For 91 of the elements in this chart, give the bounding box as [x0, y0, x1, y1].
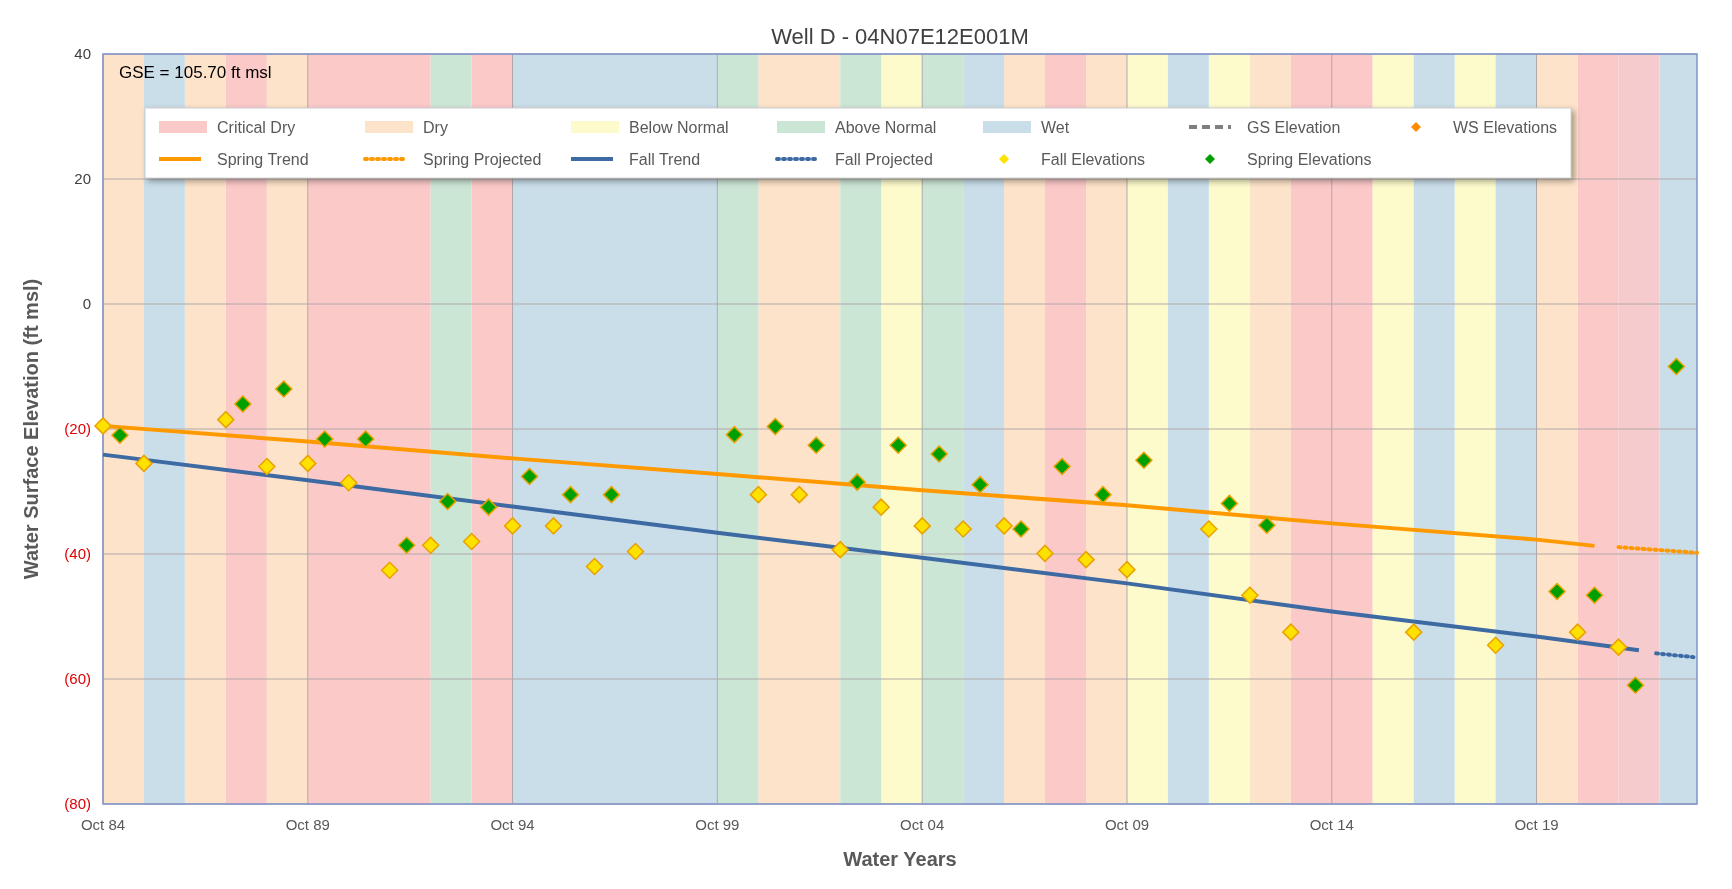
point — [1220, 494, 1239, 513]
x-tick-label: Oct 94 — [490, 816, 535, 833]
point — [1258, 516, 1276, 534]
point — [1094, 485, 1112, 504]
point — [831, 540, 849, 559]
point — [766, 417, 785, 436]
point — [462, 532, 481, 551]
point — [397, 536, 416, 554]
legend-label: Above Normal — [835, 118, 937, 136]
x-tick-label: Oct 99 — [695, 816, 740, 833]
point — [479, 498, 498, 516]
point — [626, 542, 645, 561]
point — [1077, 550, 1095, 569]
x-axis-title: Water Years — [843, 848, 957, 870]
point — [438, 492, 457, 511]
legend-label: Spring Trend — [217, 150, 309, 168]
point — [520, 467, 539, 486]
point — [790, 485, 809, 504]
point — [315, 430, 334, 448]
point — [585, 557, 604, 576]
legend-label: Fall Elevations — [1041, 150, 1146, 168]
point — [1200, 520, 1218, 538]
point — [356, 430, 375, 448]
point — [1609, 638, 1628, 656]
point — [1012, 520, 1030, 538]
point — [1585, 586, 1604, 604]
point — [1135, 451, 1153, 469]
point — [749, 485, 768, 504]
point — [1568, 623, 1587, 641]
point — [1053, 457, 1071, 476]
point — [421, 536, 440, 554]
point — [561, 485, 580, 504]
annotation: GSE = 105.70 ft msl — [119, 63, 272, 82]
point — [995, 517, 1013, 535]
point — [848, 473, 866, 491]
point — [807, 436, 825, 454]
point — [258, 457, 276, 476]
point — [1404, 623, 1423, 641]
point — [135, 454, 153, 473]
chart-title: Well D - 04N07E12E001M — [771, 24, 1029, 49]
point — [217, 410, 235, 429]
point — [544, 517, 563, 535]
point — [1241, 586, 1259, 604]
point — [725, 425, 744, 444]
point — [913, 517, 931, 535]
legend-label: Wet — [1041, 118, 1070, 136]
y-tick-label: (40) — [64, 545, 91, 563]
x-tick-label: Oct 89 — [285, 816, 330, 833]
legend-label: Fall Projected — [835, 150, 933, 168]
y-tick-label: 20 — [74, 170, 91, 188]
point — [380, 561, 399, 579]
legend-label: Fall Trend — [629, 150, 701, 168]
line-series — [101, 452, 1641, 653]
point — [1036, 544, 1054, 563]
legend-label: Spring Elevations — [1247, 150, 1372, 168]
point — [930, 445, 948, 463]
x-tick-label: Oct 09 — [1104, 816, 1150, 833]
point — [1118, 560, 1136, 579]
point — [1282, 623, 1300, 641]
x-tick-label: Oct 14 — [1309, 816, 1354, 833]
legend-label: GS Elevation — [1247, 118, 1341, 136]
legend-label: Critical Dry — [217, 118, 296, 136]
point — [971, 475, 989, 494]
point — [1667, 357, 1686, 376]
point — [1548, 582, 1566, 601]
x-tick-label: Oct 84 — [80, 816, 126, 833]
legend-label: Below Normal — [629, 118, 729, 136]
x-tick-label: Oct 04 — [900, 816, 945, 833]
legend-label: WS Elevations — [1453, 118, 1558, 136]
y-tick-label: (60) — [64, 670, 91, 688]
point — [275, 380, 293, 398]
point — [1486, 636, 1505, 654]
y-tick-label: (20) — [64, 420, 91, 438]
y-tick-label: 0 — [82, 295, 91, 313]
point — [872, 498, 890, 516]
x-tick-label: Oct 19 — [1514, 816, 1559, 833]
y-tick-label: 40 — [74, 45, 91, 63]
point — [954, 520, 972, 538]
point — [234, 395, 252, 413]
point — [1626, 676, 1645, 694]
point — [602, 485, 621, 504]
legend-label: Spring Projected — [423, 150, 542, 168]
point — [94, 417, 112, 435]
y-axis-title: Water Surface Elevation (ft msl) — [20, 278, 42, 580]
point — [889, 436, 907, 454]
y-tick-label: (80) — [64, 795, 91, 813]
point — [299, 454, 317, 473]
legend-label: Dry — [423, 118, 448, 136]
point — [503, 517, 522, 535]
point — [339, 474, 358, 492]
point — [111, 426, 129, 444]
